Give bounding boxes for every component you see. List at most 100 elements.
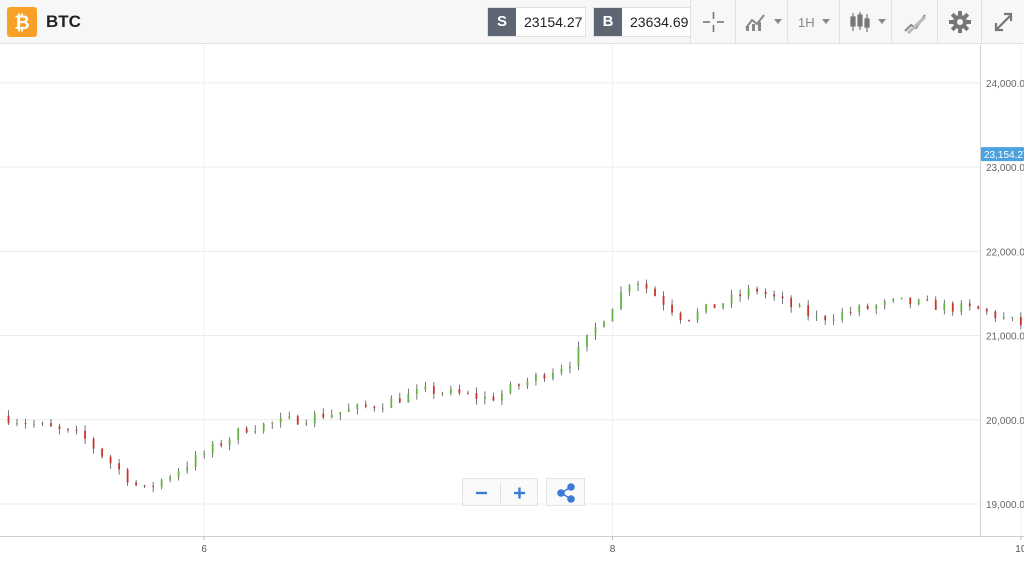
candle-body [118,463,120,470]
candle-body [415,389,418,394]
y-tick-label: 19,000.00 [986,500,1024,511]
candle-body [466,393,469,395]
timeframe-dropdown[interactable]: 1H [787,0,839,44]
candle-body [483,396,486,399]
candle-body [841,311,844,320]
candle-body [390,398,393,408]
svg-text:₿: ₿ [14,12,29,34]
candle-body [747,288,750,297]
settings-button[interactable] [937,0,981,44]
candle-body [985,309,988,312]
candle-body [773,294,776,297]
candle-body [228,439,231,446]
candle-series [7,279,1022,493]
chart-type-icon [745,14,765,31]
candle-body [296,416,299,425]
candle-body [245,428,248,433]
candle-body [645,283,648,289]
candle-body [892,298,895,302]
candle-body [254,431,257,433]
candle-body [705,304,707,312]
candle-body [858,305,861,313]
candle-body [926,299,929,301]
candle-body [424,386,427,390]
candle-body [84,430,86,439]
buy-price-button[interactable]: B 23634.69 [593,7,691,37]
x-tick-label: 8 [610,544,616,555]
chevron-down-icon [774,19,782,24]
candle-body [169,476,172,480]
candle-body [194,454,197,467]
zoom-controls [462,478,538,506]
drawing-tool-button[interactable] [891,0,937,44]
candle-body [756,288,759,292]
sell-price: 23154.27 [524,14,583,30]
candle-body [262,423,265,432]
fullscreen-button[interactable] [981,0,1024,44]
candle-body [152,485,155,487]
candle-body [637,283,639,286]
candle-body [909,297,912,305]
candle-body [492,396,495,401]
candle-body [883,301,886,306]
candle-body [815,316,818,318]
candle-body [518,384,520,386]
candle-body [237,428,240,440]
chart-grid [0,45,1022,536]
candle-body [543,374,546,379]
candle-body [398,398,401,403]
asset-name: BTC [46,12,81,31]
sell-price-button[interactable]: S 23154.27 [487,7,586,37]
share-button[interactable] [546,478,585,506]
candle-body [41,423,44,425]
candle-body [356,404,359,409]
candle-body [866,305,869,309]
candle-body [330,414,333,418]
candle-body [67,428,69,430]
candle-body [449,389,452,394]
sell-label: S [488,8,516,36]
candle-body [696,311,699,321]
candle-style-button[interactable] [839,0,891,44]
candle-body [535,374,537,382]
candle-body [968,303,971,307]
candle-body [688,320,690,322]
y-tick-label: 21,000.00 [986,332,1024,343]
candle-body [92,438,95,449]
candle-body [211,443,214,454]
candle-body [832,319,835,321]
candle-body [662,295,665,305]
candle-body [33,423,35,425]
candle-body [951,303,954,312]
candle-body [279,417,282,423]
candle-body [739,294,742,297]
crosshair-icon [703,12,724,32]
candle-body [526,381,529,386]
chevron-down-icon [822,19,830,24]
candle-body [109,456,112,464]
chart-type-button[interactable] [735,0,787,44]
price-axis: 19,000.00 20,000.00 21,000.00 22,000.00 23,0… [980,45,1024,536]
candle-body [313,413,316,424]
candle-body [432,386,435,394]
y-tick-label: 22,000.00 [986,247,1024,258]
candle-body [347,408,350,412]
candle-body [288,416,291,418]
candle-body [654,288,656,296]
candle-body [24,423,27,425]
crosshair-button[interactable] [690,0,735,44]
candle-body [586,334,588,347]
candle-body [7,415,10,424]
candle-body [220,443,223,446]
candle-body [628,285,631,292]
candle-body [790,298,793,308]
candle-body [781,296,784,299]
candle-body [807,305,810,317]
candlestick-icon [850,12,870,32]
last-price-label: 23,154.27 [984,150,1024,161]
candle-body [16,423,18,425]
candle-body [671,304,673,313]
candle-body [322,413,325,418]
candle-body [135,482,138,486]
buy-label: B [594,8,622,36]
